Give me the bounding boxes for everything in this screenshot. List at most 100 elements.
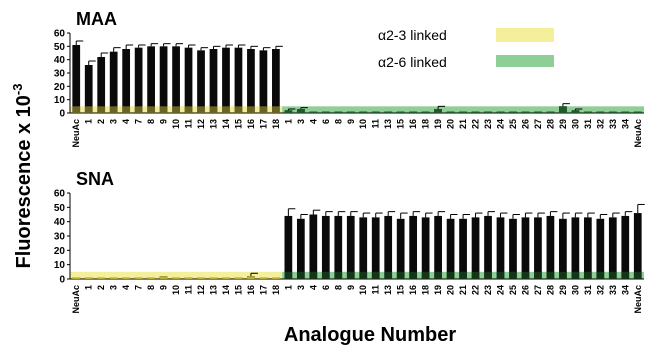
bar-low	[97, 277, 106, 279]
band-alpha23	[70, 271, 283, 279]
category-label: 15	[396, 285, 406, 295]
category-label: 7	[134, 285, 144, 290]
category-label: 20	[446, 285, 456, 295]
y-axis-title-exponent: -3	[10, 84, 25, 96]
bar-band-overlay	[72, 106, 81, 113]
category-label: 10	[171, 119, 181, 129]
bar-low	[496, 111, 505, 113]
bar	[546, 215, 555, 279]
bar	[159, 46, 168, 114]
category-label: 15	[396, 119, 406, 129]
bar-low	[371, 111, 380, 113]
bar-band-overlay	[84, 106, 93, 113]
category-label: 18	[421, 285, 431, 295]
bar-low	[559, 106, 567, 113]
bar-band-overlay	[184, 106, 193, 113]
bar-band-overlay	[608, 271, 617, 279]
y-tick-label: 30	[54, 69, 66, 80]
y-tick-label: 50	[54, 42, 66, 53]
category-label: 32	[595, 285, 605, 295]
bar-band-overlay	[247, 106, 255, 113]
category-label: 8	[146, 285, 156, 290]
bar-band-overlay	[583, 271, 592, 279]
bar-band-overlay	[496, 271, 505, 279]
y-tick-label: 10	[54, 95, 66, 106]
bar-band-overlay	[259, 106, 268, 113]
category-label: NeuAc	[71, 119, 81, 148]
category-label: 17	[258, 119, 268, 129]
category-label: 1	[283, 285, 293, 290]
bar-band-overlay	[559, 271, 567, 279]
category-label: 30	[570, 119, 580, 129]
bar-band-overlay	[172, 106, 180, 113]
category-label: 3	[109, 119, 119, 124]
band-alpha26	[282, 106, 644, 113]
category-label: 10	[171, 285, 181, 295]
category-label: 12	[196, 285, 206, 295]
bar	[209, 49, 218, 113]
bar-band-overlay	[384, 271, 393, 279]
category-label: 30	[570, 285, 580, 295]
category-label: 13	[383, 119, 393, 129]
bar	[484, 215, 492, 279]
bar	[84, 65, 93, 113]
bar-band-overlay	[421, 271, 430, 279]
bar-band-overlay	[546, 271, 555, 279]
category-label: 7	[134, 119, 144, 124]
bar-low	[384, 111, 393, 113]
bar-low	[608, 111, 617, 113]
category-label: 25	[508, 285, 518, 295]
category-label: 22	[471, 285, 481, 295]
bar	[434, 215, 442, 279]
y-axis-title: Fluorescence x 10-3	[10, 84, 35, 269]
bar	[309, 214, 318, 279]
bar-band-overlay	[359, 271, 368, 279]
category-label: 23	[483, 119, 493, 129]
bar-band-overlay	[334, 271, 343, 279]
category-label: 8	[146, 119, 156, 124]
bar-low	[434, 109, 442, 113]
bar-band-overlay	[97, 106, 106, 113]
bar-band-overlay	[521, 271, 530, 279]
bar-band-overlay	[296, 271, 305, 279]
bar-band-overlay	[396, 271, 405, 279]
bar-low	[571, 110, 580, 113]
category-label: 29	[558, 285, 568, 295]
category-label: 13	[383, 285, 393, 295]
bar	[222, 47, 230, 113]
category-label: 8	[333, 119, 343, 124]
category-label: 27	[533, 285, 543, 295]
category-label: 34	[620, 285, 630, 295]
bar	[396, 218, 405, 279]
x-axis-title: Analogue Number	[284, 324, 456, 346]
bar	[147, 46, 155, 114]
bar	[446, 218, 455, 279]
y-tick-label: 40	[54, 55, 66, 66]
category-label: 11	[184, 285, 194, 295]
bar-low	[272, 277, 280, 279]
bar	[459, 218, 467, 279]
category-label: 16	[408, 119, 418, 129]
bar-band-overlay	[284, 271, 293, 279]
category-label: 13	[209, 119, 219, 129]
bar	[184, 47, 193, 113]
bar-band-overlay	[621, 271, 630, 279]
bar-low	[222, 277, 230, 279]
y-tick-label: 40	[54, 217, 66, 228]
category-label: 13	[209, 285, 219, 295]
bar-low	[396, 111, 405, 113]
bar	[346, 215, 355, 279]
bar-low	[421, 111, 430, 113]
category-label: 15	[233, 285, 243, 295]
bar-band-overlay	[197, 106, 205, 113]
bar-band-overlay	[272, 106, 280, 113]
bar-band-overlay	[371, 271, 380, 279]
category-label: 19	[433, 285, 443, 295]
bar	[197, 50, 205, 113]
bar	[122, 49, 131, 113]
category-label: 4	[308, 285, 318, 290]
category-label: 14	[221, 119, 231, 129]
category-label: NeuAc	[633, 119, 643, 148]
bar-band-overlay	[471, 271, 480, 279]
